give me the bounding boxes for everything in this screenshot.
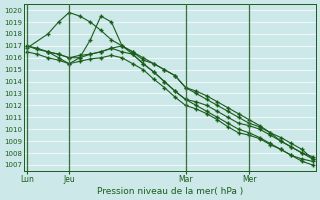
- X-axis label: Pression niveau de la mer( hPa ): Pression niveau de la mer( hPa ): [97, 187, 243, 196]
